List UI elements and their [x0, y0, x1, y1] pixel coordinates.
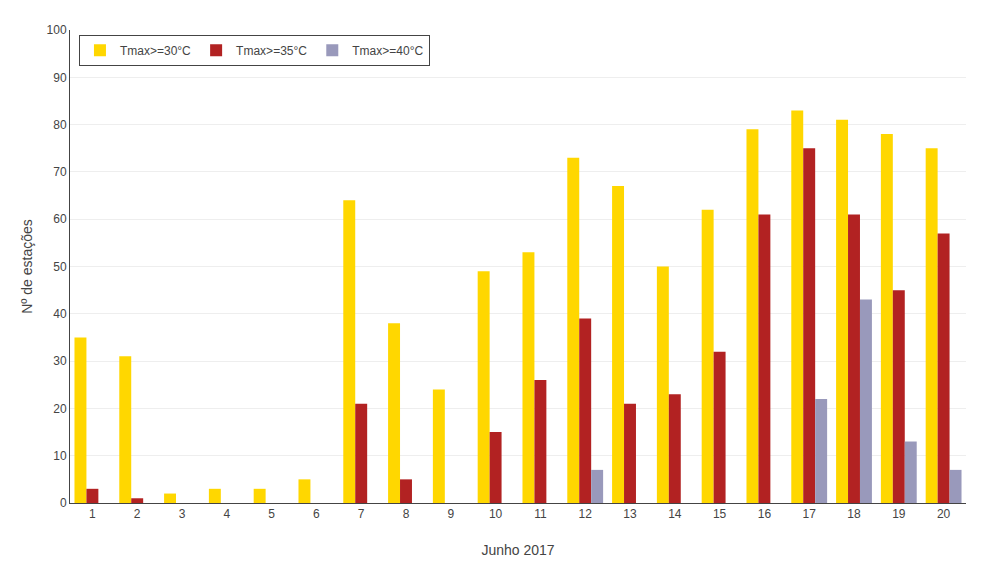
svg-text:Tmax>=35°C: Tmax>=35°C — [236, 44, 307, 58]
svg-text:11: 11 — [534, 507, 547, 521]
svg-text:18: 18 — [847, 507, 861, 521]
svg-text:80: 80 — [53, 118, 67, 132]
svg-text:0: 0 — [60, 496, 67, 510]
svg-text:30: 30 — [53, 354, 67, 368]
svg-text:Tmax>=40°C: Tmax>=40°C — [352, 44, 423, 58]
svg-text:10: 10 — [489, 507, 503, 521]
svg-text:9: 9 — [447, 507, 454, 521]
svg-text:Junho 2017: Junho 2017 — [481, 542, 554, 558]
svg-text:Tmax>=30°C: Tmax>=30°C — [120, 44, 191, 58]
svg-text:7: 7 — [358, 507, 365, 521]
svg-text:17: 17 — [803, 507, 817, 521]
svg-text:4: 4 — [223, 507, 230, 521]
svg-text:20: 20 — [937, 507, 951, 521]
svg-text:8: 8 — [403, 507, 410, 521]
svg-text:10: 10 — [53, 449, 67, 463]
svg-text:90: 90 — [53, 71, 67, 85]
svg-text:20: 20 — [53, 402, 67, 416]
svg-text:1: 1 — [89, 507, 96, 521]
svg-text:60: 60 — [53, 212, 67, 226]
svg-text:40: 40 — [53, 307, 67, 321]
svg-text:6: 6 — [313, 507, 320, 521]
svg-text:12: 12 — [579, 507, 593, 521]
svg-text:100: 100 — [47, 23, 67, 37]
svg-text:14: 14 — [668, 507, 682, 521]
svg-text:3: 3 — [179, 507, 186, 521]
svg-text:16: 16 — [758, 507, 772, 521]
svg-text:50: 50 — [53, 260, 67, 274]
svg-text:19: 19 — [892, 507, 906, 521]
svg-text:15: 15 — [713, 507, 727, 521]
svg-text:2: 2 — [134, 507, 141, 521]
svg-text:70: 70 — [53, 165, 67, 179]
svg-text:5: 5 — [268, 507, 275, 521]
svg-text:13: 13 — [623, 507, 637, 521]
svg-text:Nº de estações: Nº de estações — [19, 219, 35, 314]
